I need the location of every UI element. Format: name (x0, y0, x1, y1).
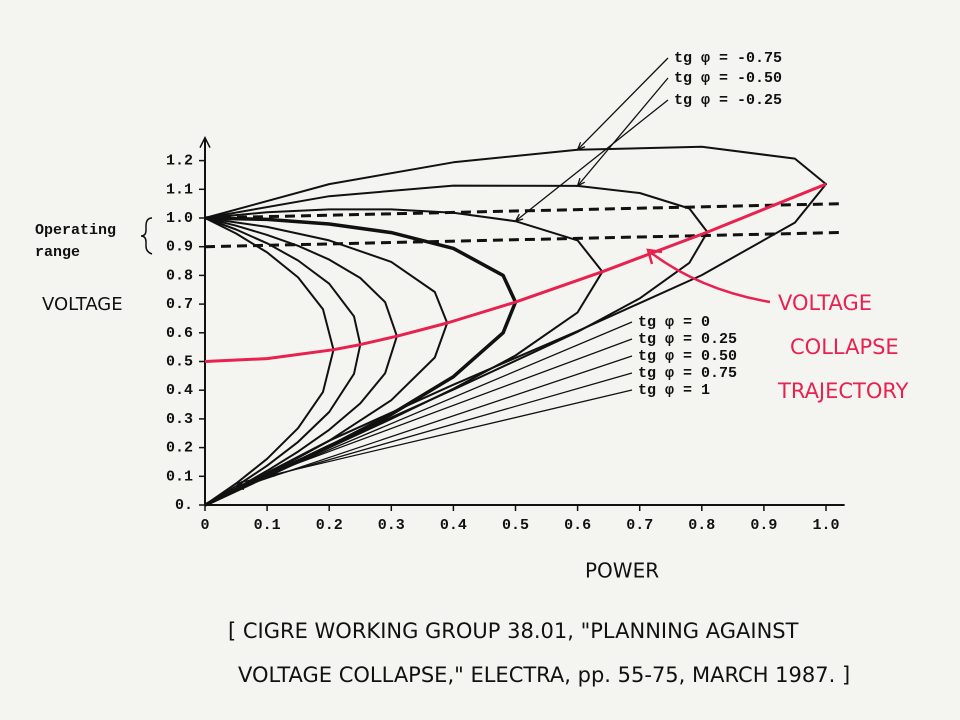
trajectory-arrow-head (646, 248, 663, 265)
arrow-head (576, 142, 586, 151)
label-arrow (577, 57, 669, 151)
x-tick-label: 0.5 (502, 517, 529, 534)
trajectory-label: COLLAPSE (790, 335, 899, 359)
y-tick-label: 0.6 (166, 325, 193, 342)
x-tick-label: 0.8 (688, 517, 715, 534)
y-tick-label: 1.0 (166, 210, 193, 227)
label-arrow (577, 77, 669, 187)
label-arrow (266, 321, 633, 477)
y-tick-label: 0.3 (166, 411, 193, 428)
operating-range-label: range (35, 244, 80, 261)
y-tick-label: 0.2 (166, 440, 193, 457)
x-tick-label: 0.9 (750, 517, 777, 534)
trajectory-label: TRAJECTORY (777, 379, 909, 403)
y-tick-label: 0.8 (166, 267, 193, 284)
series-label: tg φ = -0.50 (674, 70, 782, 87)
axis-arrow (199, 135, 211, 148)
curve (204, 216, 518, 507)
series-label: tg φ = 0.75 (638, 365, 737, 382)
series-label: tg φ = -0.25 (674, 92, 782, 109)
operating-range-line (204, 230, 845, 249)
x-tick-label: 0.2 (316, 517, 343, 534)
brace (140, 217, 153, 255)
series-label: tg φ = 0 (638, 314, 710, 331)
label-arrow (235, 355, 633, 490)
x-tick-label: 0.3 (378, 517, 405, 534)
y-tick-label: 1.2 (166, 153, 193, 170)
series-label: tg φ = 0.25 (638, 331, 737, 348)
trajectory-label: VOLTAGE (778, 291, 872, 315)
y-tick-label: 0.4 (166, 382, 193, 399)
x-tick-label: 1.0 (812, 517, 839, 534)
y-tick-label: 0. (175, 497, 193, 514)
y-tick-label: 1.1 (166, 181, 193, 198)
source-line: VOLTAGE COLLAPSE," ELECTRA, pp. 55-75, M… (238, 663, 850, 687)
label-arrow (266, 338, 633, 476)
arrow-head (576, 178, 586, 188)
source-line: [ CIGRE WORKING GROUP 38.01, "PLANNING A… (228, 619, 799, 643)
series-label: tg φ = 1 (638, 382, 710, 399)
label-arrow (235, 389, 633, 485)
label-arrow (515, 99, 669, 222)
operating-range-label: Operating (35, 222, 116, 239)
y-axis-label: VOLTAGE (42, 294, 123, 315)
x-tick-label: 0.1 (254, 517, 281, 534)
y-tick-label: 0.7 (166, 296, 193, 313)
series-label: tg φ = 0.50 (638, 348, 737, 365)
x-axis-label: POWER (585, 559, 659, 583)
arrow-head (234, 478, 245, 486)
arrow-head (514, 213, 524, 223)
y-tick-label: 0.5 (166, 353, 193, 370)
operating-range-line (204, 202, 845, 220)
x-tick-label: 0 (200, 517, 209, 534)
y-tick-label: 0.9 (166, 239, 193, 256)
x-tick-label: 0.7 (626, 517, 653, 534)
curve (204, 184, 709, 506)
y-tick-label: 0.1 (166, 468, 193, 485)
series-label: tg φ = -0.75 (674, 50, 782, 67)
trajectory-arrow (649, 251, 771, 304)
x-tick-label: 0.6 (564, 517, 591, 534)
x-tick-label: 0.4 (440, 517, 467, 534)
